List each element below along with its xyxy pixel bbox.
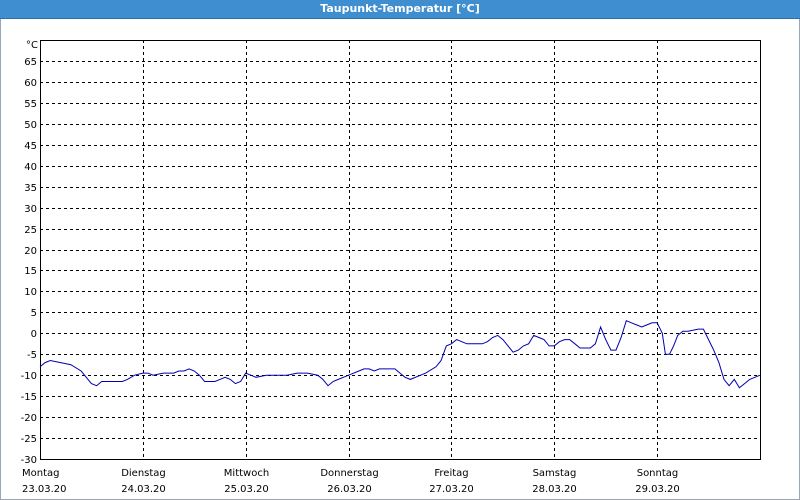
y-tick-label: -15 (21, 392, 37, 403)
y-tick-label: 60 (24, 78, 37, 89)
x-tick-day-label: Samstag (533, 468, 577, 479)
y-tick-label: 35 (24, 183, 37, 194)
y-tick-label: 65 (24, 57, 37, 68)
y-tick-label: -25 (21, 434, 37, 445)
y-axis-ticks: 65605550454035302520151050-5-10-15-20-25… (21, 57, 37, 466)
x-tick-date-label: 24.03.20 (121, 484, 166, 495)
y-axis-unit-label: °C (26, 40, 38, 51)
y-tick-label: 5 (31, 308, 37, 319)
y-tick-label: 25 (24, 225, 37, 236)
plot-border (40, 40, 761, 460)
x-tick-day-label: Dienstag (121, 468, 166, 479)
x-tick-day-label: Donnerstag (320, 468, 378, 479)
y-tick-label: 10 (24, 287, 37, 298)
x-tick-date-label: 26.03.20 (327, 484, 372, 495)
dewpoint-series-line (39, 320, 761, 389)
y-tick-label: 45 (24, 141, 37, 152)
x-tick-date-label: 23.03.20 (22, 484, 67, 495)
y-tick-label: 40 (24, 162, 37, 173)
y-tick-label: -10 (21, 371, 37, 382)
chart-title: Taupunkt-Temperatur [°C] (320, 2, 480, 15)
grid-lines (40, 40, 760, 460)
y-tick-label: 50 (24, 120, 37, 131)
x-tick-date-label: 29.03.20 (635, 484, 680, 495)
y-tick-label: 30 (24, 204, 37, 215)
y-tick-label: 0 (31, 329, 37, 340)
x-tick-date-label: 25.03.20 (224, 484, 269, 495)
y-tick-label: 20 (24, 246, 37, 257)
x-tick-day-label: Freitag (434, 468, 468, 479)
x-axis-ticks: Montag 23.03.20 Dienstag 24.03.20 Mittwoch 25… (22, 468, 680, 495)
x-tick-day-label: Sonntag (637, 468, 679, 479)
y-tick-label: -30 (21, 455, 37, 466)
y-tick-label: -5 (27, 350, 37, 361)
y-tick-label: 55 (24, 99, 37, 110)
x-tick-day-label: Montag (22, 468, 59, 479)
x-tick-day-label: Mittwoch (224, 468, 269, 479)
x-tick-date-label: 27.03.20 (429, 484, 474, 495)
x-tick-date-label: 28.03.20 (532, 484, 577, 495)
y-tick-label: -20 (21, 413, 37, 424)
y-tick-label: 15 (24, 266, 37, 277)
title-bar: Taupunkt-Temperatur [°C] (0, 0, 800, 19)
